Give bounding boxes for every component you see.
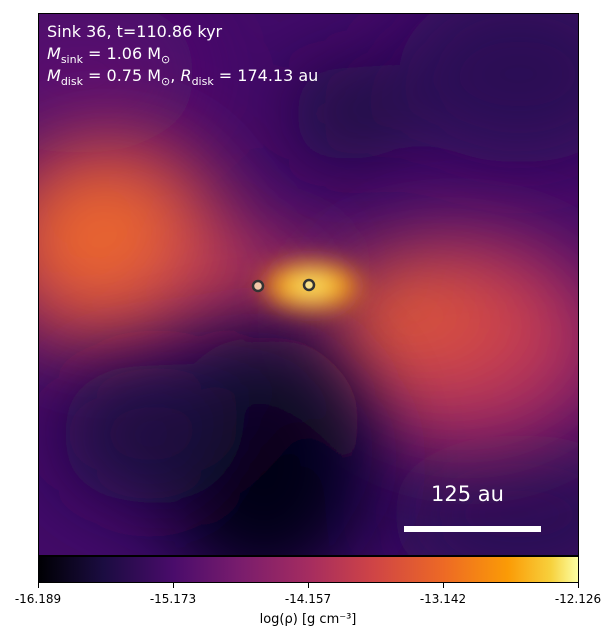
- density-map: Sink 36, t=110.86 kyr Msink = 1.06 M⊙ Md…: [38, 13, 579, 556]
- colorbar-tick: [38, 583, 39, 588]
- colorbar-tick-label: -14.157: [284, 592, 332, 606]
- colorbar-tick-label: -13.142: [419, 592, 467, 606]
- annotation-sink-mass: Msink = 1.06 M⊙: [47, 44, 171, 67]
- scale-bar: [404, 526, 541, 532]
- sink-particle-secondary: [251, 279, 265, 293]
- colorbar: [38, 556, 579, 583]
- colorbar-tick: [443, 583, 444, 588]
- sink-particle-primary: [302, 278, 316, 292]
- density-map-image: [39, 14, 578, 555]
- colorbar-tick: [173, 583, 174, 588]
- scale-bar-label: 125 au: [431, 482, 504, 506]
- colorbar-tick-label: -12.126: [554, 592, 602, 606]
- colorbar-tick-label: -15.173: [149, 592, 197, 606]
- annotation-disk-properties: Mdisk = 0.75 M⊙, Rdisk = 174.13 au: [47, 66, 319, 89]
- colorbar-label: log(ρ) [g cm⁻³]: [259, 612, 357, 627]
- colorbar-tick-label: -16.189: [14, 592, 62, 606]
- colorbar-tick: [308, 583, 309, 588]
- annotation-title: Sink 36, t=110.86 kyr: [47, 22, 223, 41]
- colorbar-tick: [578, 583, 579, 588]
